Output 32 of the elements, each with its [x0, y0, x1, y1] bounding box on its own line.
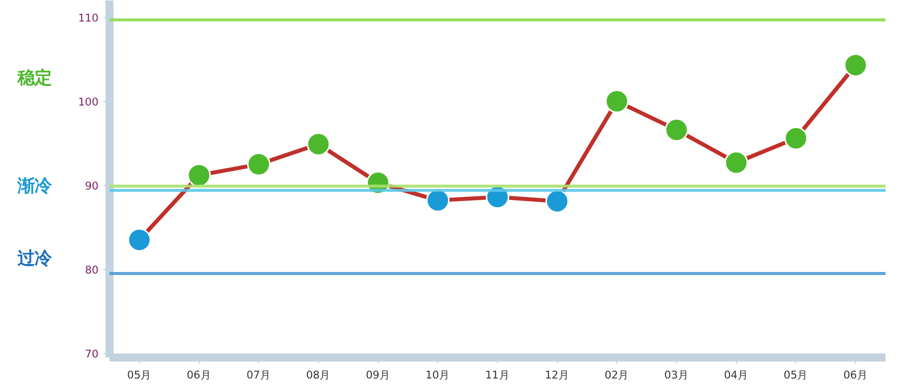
x-tick-label: 06月	[186, 368, 212, 382]
text: 渐冷	[16, 176, 52, 196]
x-tick-label: 11月	[485, 368, 510, 382]
point	[246, 152, 270, 176]
x-tick-label: 07月	[246, 368, 272, 382]
point	[128, 228, 152, 252]
x-tick-label: 09月	[366, 368, 390, 382]
x-tick-label: 02月	[604, 368, 630, 382]
point	[724, 150, 748, 174]
y-tick-label: 100	[78, 95, 99, 108]
point	[784, 126, 808, 150]
x-tick-label: 05月	[127, 368, 152, 382]
y-tick-label: 90	[84, 179, 99, 192]
x-tick-label: 12月	[544, 368, 570, 382]
point	[664, 118, 688, 142]
x-tick-label: 03月	[664, 368, 689, 382]
point	[426, 188, 450, 212]
x-tick-label: 08月	[306, 368, 331, 382]
x-tick-label: 10月	[426, 368, 450, 382]
x-tick-label: 05月	[784, 368, 808, 382]
point	[306, 132, 330, 156]
text: 过冷	[16, 248, 52, 269]
point	[187, 163, 211, 187]
point	[605, 90, 629, 114]
x-tick-label: 04月	[724, 368, 749, 382]
y-tick-label: 80	[84, 263, 99, 276]
text: 稳定	[16, 68, 52, 89]
point	[545, 190, 569, 213]
point	[844, 53, 868, 77]
x-tick-label: 06月	[843, 368, 868, 382]
y-tick-label: 110	[78, 11, 99, 24]
y-tick-label: 70	[84, 347, 99, 360]
